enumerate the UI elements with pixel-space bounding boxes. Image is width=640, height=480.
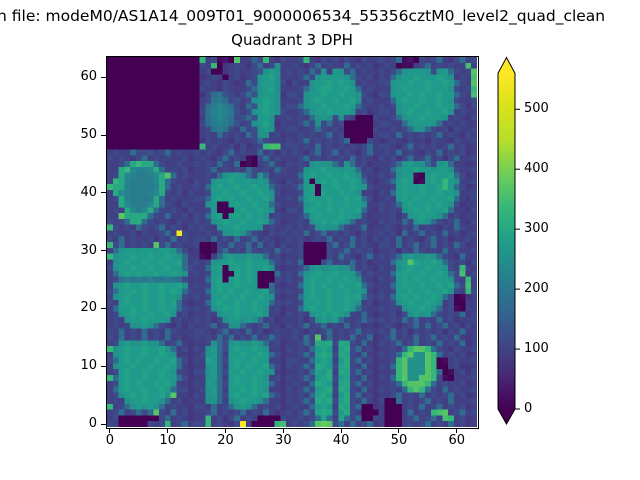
x-tick-mark bbox=[109, 428, 111, 433]
suptitle-clip-region: n file: modeM0/AS1A14_009T01_9000006534_… bbox=[0, 0, 640, 30]
y-tick-label: 40 bbox=[80, 184, 97, 200]
colorbar-tick-label: 200 bbox=[524, 281, 549, 297]
y-tick-label: 10 bbox=[80, 358, 97, 374]
x-tick-label: 60 bbox=[448, 433, 466, 448]
x-tick-mark bbox=[282, 428, 284, 433]
figure-suptitle: n file: modeM0/AS1A14_009T01_9000006534_… bbox=[0, 7, 606, 25]
colorbar-tick-label: 0 bbox=[524, 401, 533, 416]
x-tick-label: 40 bbox=[332, 433, 350, 448]
y-tick-label: 20 bbox=[80, 300, 97, 316]
y-tick-label: 50 bbox=[80, 127, 97, 143]
x-tick-label: 30 bbox=[275, 433, 292, 448]
x-tick-mark bbox=[340, 428, 342, 433]
y-tick-mark bbox=[101, 192, 106, 194]
x-tick-label: 50 bbox=[390, 433, 408, 448]
plot-title: Quadrant 3 DPH bbox=[231, 31, 353, 49]
colorbar bbox=[497, 56, 520, 426]
x-tick-mark bbox=[167, 428, 169, 433]
colorbar-tick-label: 500 bbox=[524, 101, 549, 117]
y-tick-mark bbox=[101, 365, 106, 367]
x-tick-mark bbox=[225, 428, 227, 433]
colorbar-tick-label: 300 bbox=[524, 221, 549, 237]
y-tick-mark bbox=[101, 250, 106, 252]
colorbar-gradient-bar bbox=[497, 56, 516, 426]
colorbar-tick-label: 100 bbox=[524, 341, 549, 357]
x-tick-mark bbox=[456, 428, 458, 433]
x-tick-label: 20 bbox=[217, 433, 234, 448]
x-tick-label: 10 bbox=[159, 433, 176, 448]
y-tick-label: 60 bbox=[80, 69, 97, 85]
colorbar-tick-label: 400 bbox=[524, 161, 549, 177]
x-tick-mark bbox=[398, 428, 400, 433]
y-tick-label: 30 bbox=[80, 242, 97, 258]
x-tick-label: 0 bbox=[105, 433, 115, 448]
axes-frame bbox=[106, 56, 479, 429]
y-tick-mark bbox=[101, 423, 106, 425]
heatmap-image bbox=[107, 57, 477, 427]
y-tick-mark bbox=[101, 76, 106, 78]
y-tick-mark bbox=[101, 307, 106, 309]
y-tick-label: 0 bbox=[88, 416, 97, 432]
y-tick-mark bbox=[101, 134, 106, 136]
